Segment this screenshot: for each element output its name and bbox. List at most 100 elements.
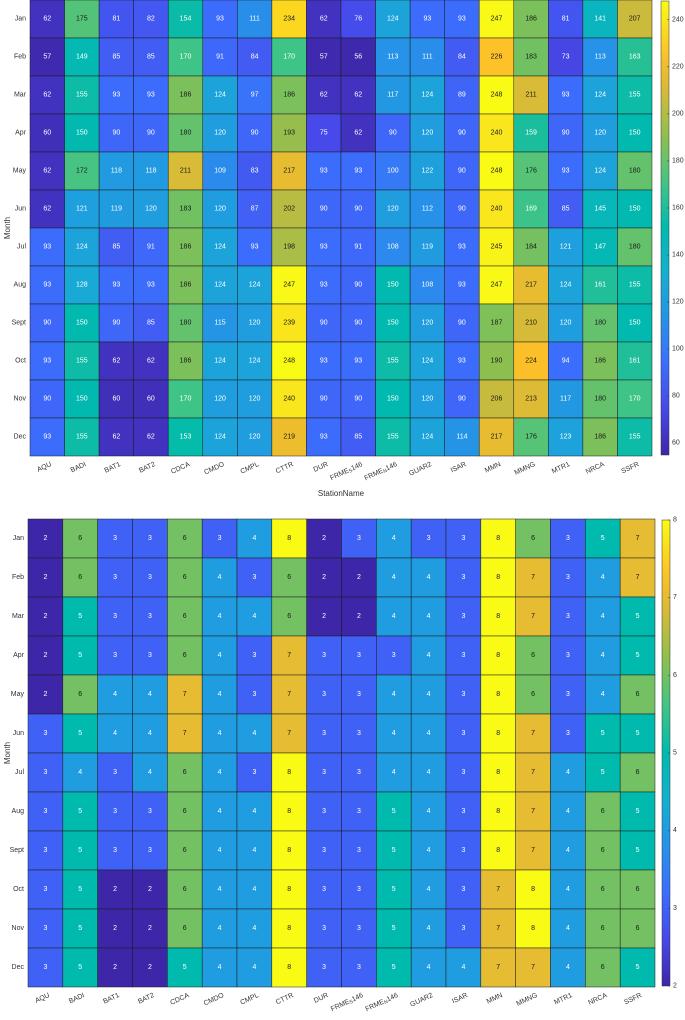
heatmap-cell (550, 518, 586, 559)
cell-value-label: 93 (320, 434, 328, 441)
station-tick-label: CTTR (275, 992, 295, 1006)
heatmap-cell (133, 75, 169, 115)
cell-value-label: 123 (560, 434, 572, 441)
heatmap-cell (202, 379, 238, 419)
cell-value-label: 3 (113, 574, 117, 581)
cell-value-label: 3 (113, 808, 117, 815)
heatmap-cell (409, 265, 445, 305)
heatmap-cell (444, 189, 480, 229)
heatmap-cell (201, 830, 238, 871)
cell-value-label: 150 (387, 396, 399, 403)
heatmap-cell (550, 713, 586, 754)
cell-value-label: 120 (214, 130, 226, 137)
station-tick-label: NRCA (585, 461, 606, 476)
heatmap-cell (376, 596, 412, 637)
station-tick-label: BAT1 (104, 461, 122, 475)
cell-value-label: 239 (283, 320, 295, 327)
heatmap-cell (62, 674, 98, 715)
cell-value-label: 5 (636, 808, 640, 815)
cell-value-label: 89 (458, 92, 466, 99)
heatmap-cell (513, 151, 549, 191)
colorbar-tick-label: 6 (673, 672, 677, 679)
heatmap-cell (550, 869, 586, 910)
heatmap-cell (27, 869, 64, 910)
heatmap-cell (271, 417, 307, 457)
station-tick-label: DUR (313, 461, 330, 474)
cell-value-label: 247 (283, 282, 295, 289)
station-tick-label: CMPL (239, 992, 260, 1007)
heatmap-cell (376, 947, 412, 988)
heatmap-cell (410, 713, 447, 754)
station-tick-label: MTR1 (551, 461, 571, 475)
cell-value-label: 180 (594, 396, 606, 403)
cell-value-label: 60 (43, 130, 51, 137)
cell-value-label: 2 (113, 964, 117, 971)
heatmap-cell (167, 151, 204, 191)
heatmap-cell (513, 265, 549, 305)
heatmap-cell (62, 791, 98, 832)
heatmap-cell (98, 113, 134, 153)
cell-value-label: 3 (357, 925, 361, 932)
x-axis-label: StationName (318, 489, 365, 498)
heatmap-cell (236, 791, 273, 832)
cell-value-label: 3 (113, 769, 117, 776)
cell-value-label: 155 (76, 358, 88, 365)
cell-value-label: 4 (392, 691, 396, 698)
cell-value-label: 213 (525, 396, 537, 403)
cell-value-label: 3 (566, 652, 570, 659)
cell-value-label: 124 (214, 282, 226, 289)
cell-value-label: 180 (180, 320, 192, 327)
heatmap-cell (340, 113, 376, 153)
cell-value-label: 219 (283, 434, 295, 441)
cell-value-label: 120 (249, 434, 261, 441)
cell-value-label: 124 (76, 244, 88, 251)
cell-value-label: 4 (218, 964, 222, 971)
cell-value-label: 5 (78, 964, 82, 971)
heatmap-cell (513, 189, 549, 229)
cell-value-label: 4 (461, 964, 465, 971)
cell-value-label: 8 (496, 652, 500, 659)
heatmap-cell (550, 752, 586, 793)
heatmap-cell (480, 518, 516, 559)
station-tick-label: CMDO (203, 992, 226, 1008)
cell-value-label: 84 (251, 54, 259, 61)
cell-value-label: 6 (78, 574, 82, 581)
cell-value-label: 57 (320, 54, 328, 61)
heatmap-cell (98, 341, 134, 381)
cell-value-label: 93 (320, 358, 328, 365)
heatmap-cell (98, 379, 134, 419)
heatmap-cell (480, 791, 516, 832)
cell-value-label: 3 (43, 964, 47, 971)
cell-value-label: 124 (214, 92, 226, 99)
heatmap-cell (98, 75, 134, 115)
heatmap-cell (167, 0, 204, 39)
colorbar-tick-label: 240 (672, 16, 684, 23)
station-tick-label: AQU (36, 461, 53, 474)
cell-value-label: 3 (252, 574, 256, 581)
cell-value-label: 6 (601, 808, 605, 815)
heatmap-cell (271, 189, 307, 229)
heatmap-cell (132, 947, 168, 988)
heatmap-cell (444, 265, 480, 305)
cell-value-label: 4 (148, 691, 152, 698)
cell-value-label: 3 (113, 847, 117, 854)
cell-value-label: 150 (76, 130, 88, 137)
cell-value-label: 90 (112, 320, 120, 327)
heatmap-cell (271, 791, 307, 832)
cell-value-label: 2 (322, 535, 326, 542)
heatmap-cell (237, 303, 273, 343)
cell-value-label: 175 (76, 16, 88, 23)
heatmap-cell (617, 227, 653, 267)
heatmap-cell (133, 113, 169, 153)
cell-value-label: 150 (76, 320, 88, 327)
heatmap-cell (271, 518, 307, 559)
heatmap-cell (271, 303, 307, 343)
station-tick-label: MMN (486, 992, 504, 1005)
cell-value-label: 3 (566, 535, 570, 542)
cell-value-label: 62 (147, 434, 155, 441)
heatmap-cell (617, 265, 653, 305)
heatmap-cell (515, 947, 551, 988)
cell-value-label: 3 (148, 535, 152, 542)
month-tick-label: Nov (14, 396, 27, 403)
heatmap-cell (410, 635, 447, 676)
